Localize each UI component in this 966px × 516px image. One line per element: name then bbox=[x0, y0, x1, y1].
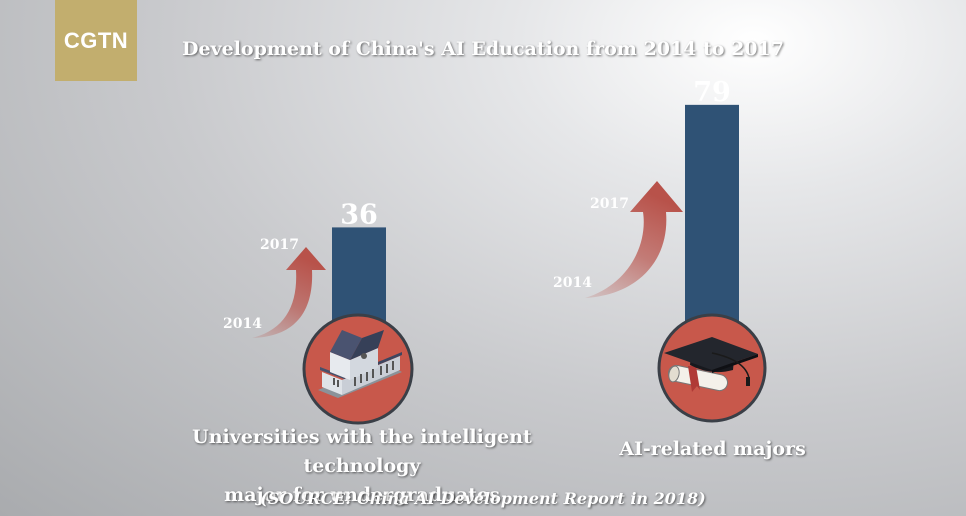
value-label-universities: 36 bbox=[340, 199, 378, 230]
university-icon-badge bbox=[302, 313, 414, 425]
year-end-label-universities: 2017 bbox=[260, 237, 299, 253]
university-building-icon bbox=[318, 330, 402, 398]
category-label-universities: Universities with the intelligent techno… bbox=[132, 423, 592, 510]
category-label-line: Universities with the intelligent techno… bbox=[192, 426, 532, 477]
value-label-ai-majors: 79 bbox=[693, 77, 731, 108]
source-note: (SOURCE: China AI Development Report in … bbox=[260, 489, 706, 508]
category-label-line: AI-related majors bbox=[619, 438, 806, 460]
graduation-cap-diploma-icon bbox=[664, 337, 758, 392]
year-start-label-universities: 2014 bbox=[223, 316, 262, 332]
year-start-label-majors: 2014 bbox=[553, 275, 592, 291]
cgtn-logo: CGTN bbox=[55, 0, 137, 81]
chart-title: Development of China's AI Education from… bbox=[182, 38, 784, 60]
year-end-label-majors: 2017 bbox=[590, 196, 629, 212]
category-label-ai-majors: AI-related majors bbox=[600, 435, 825, 464]
bar-universities bbox=[332, 227, 386, 330]
growth-arrow-majors bbox=[585, 181, 683, 298]
growth-arrow-universities bbox=[252, 247, 326, 338]
category-label-line: major for undergraduates bbox=[224, 484, 500, 506]
majors-icon-badge bbox=[657, 313, 767, 423]
bar-ai-majors bbox=[685, 104, 739, 330]
